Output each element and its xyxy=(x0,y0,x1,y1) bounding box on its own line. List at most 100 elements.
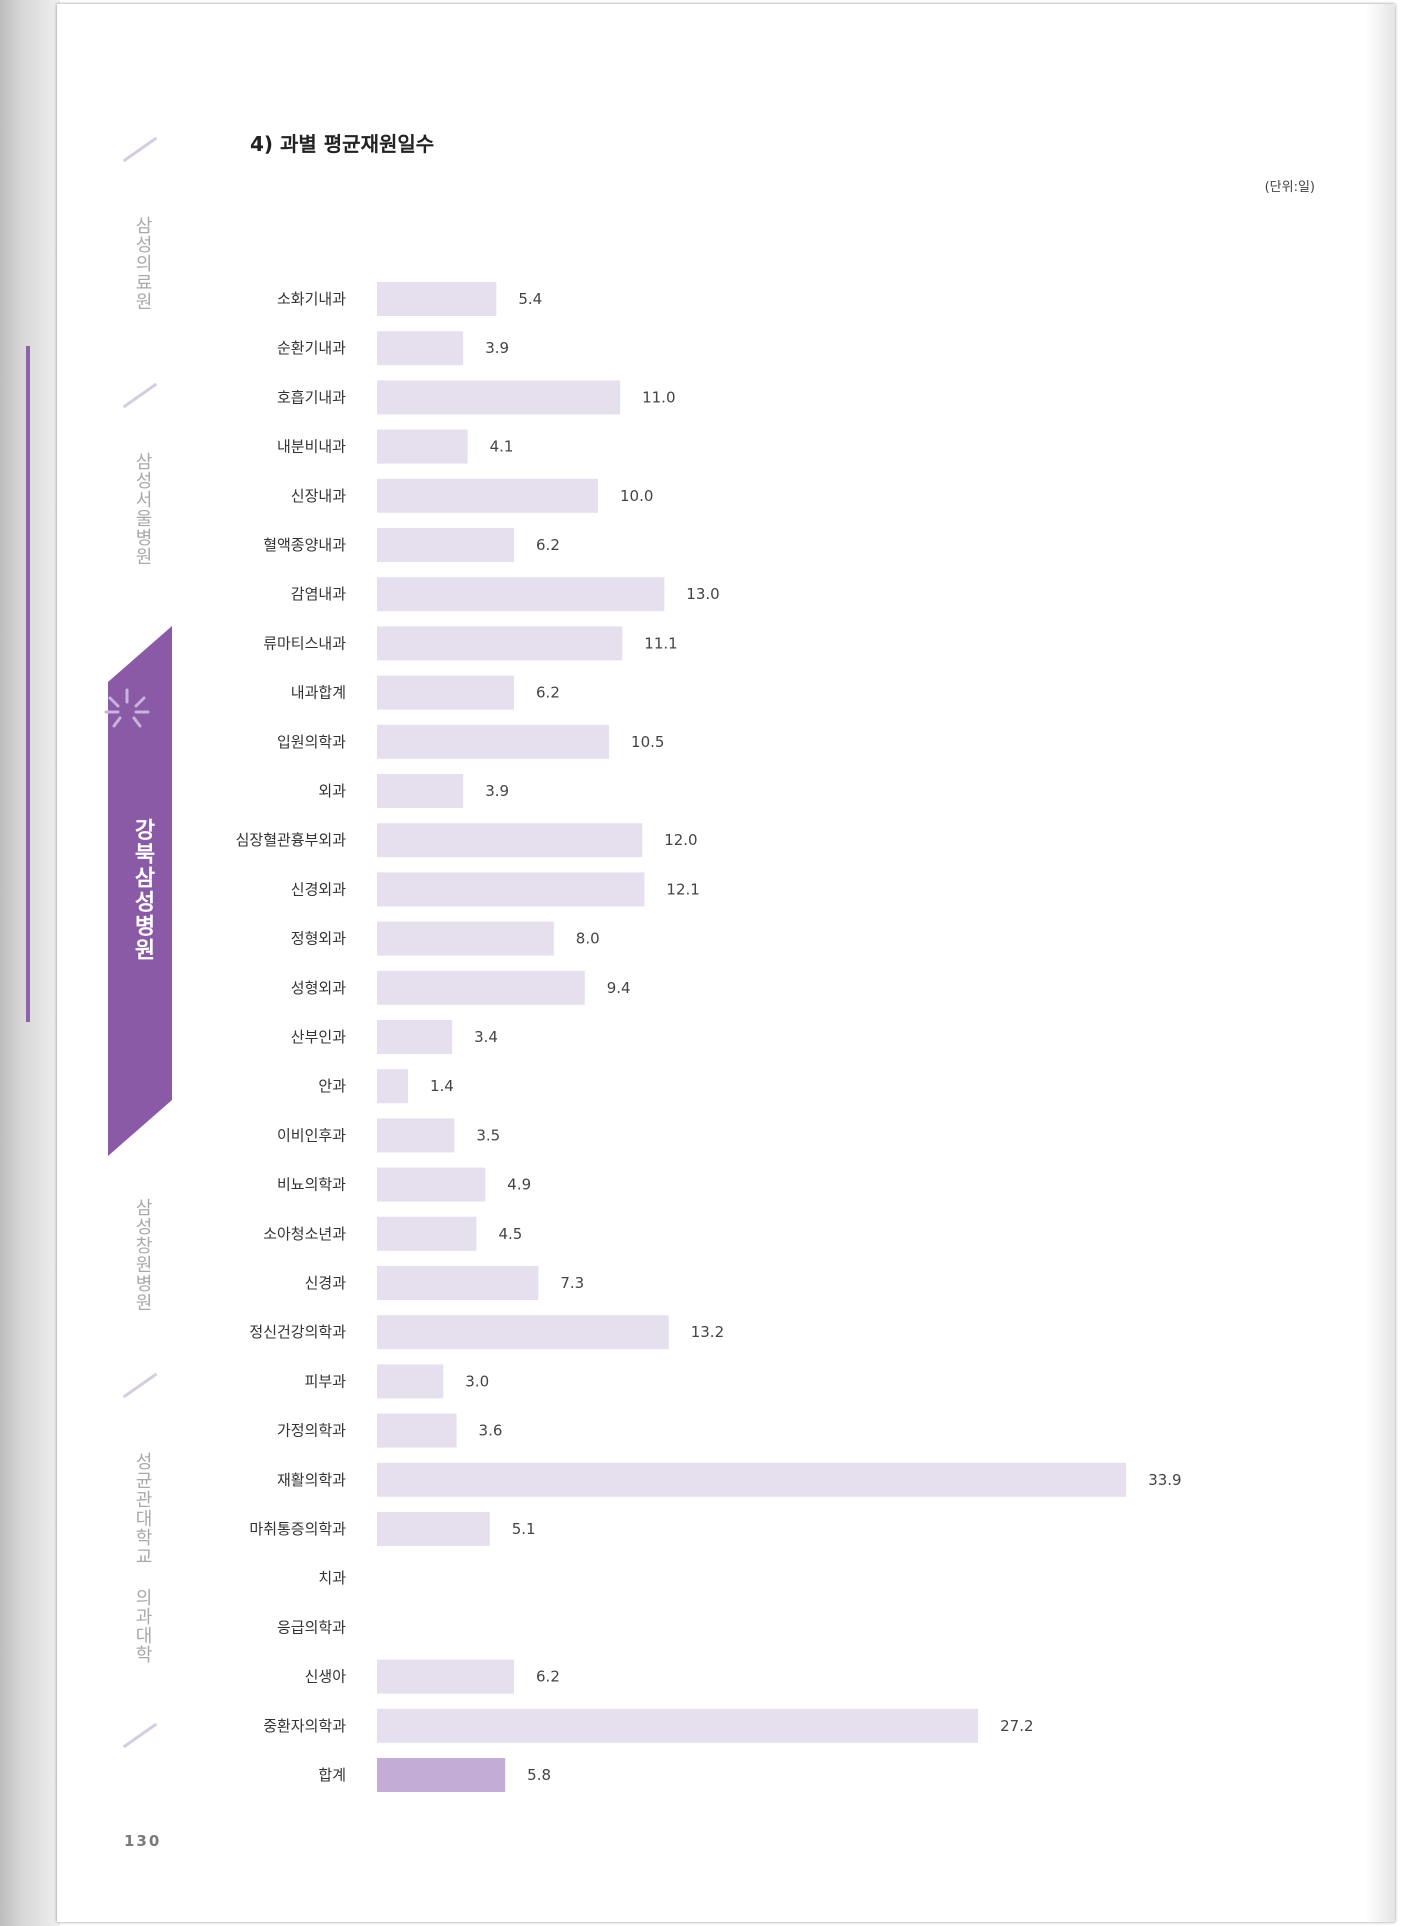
category-label: 신장내과 xyxy=(291,487,346,505)
value-label: 4.1 xyxy=(490,438,514,456)
bar xyxy=(377,1708,979,1743)
value-label: 5.4 xyxy=(518,290,542,308)
value-label: 13.0 xyxy=(686,585,719,603)
category-label: 비뇨의학과 xyxy=(277,1176,346,1194)
category-label: 소아청소년과 xyxy=(263,1225,346,1243)
category-label: 응급의학과 xyxy=(277,1618,346,1636)
category-label: 내과합계 xyxy=(291,684,346,702)
category-label: 중환자의학과 xyxy=(263,1717,346,1735)
category-label: 신경외과 xyxy=(291,880,346,898)
bar xyxy=(377,478,598,513)
bar xyxy=(377,331,464,366)
value-label: 7.3 xyxy=(560,1274,584,1292)
value-label: 10.5 xyxy=(631,733,664,751)
side-accent-line xyxy=(26,346,30,1022)
category-label: 외과 xyxy=(318,782,346,800)
category-label: 신생아 xyxy=(305,1668,347,1686)
book-edge xyxy=(0,0,60,1926)
bar xyxy=(377,1315,669,1350)
bar xyxy=(377,675,515,710)
value-label: 10.0 xyxy=(620,487,653,505)
value-label: 4.9 xyxy=(507,1176,531,1194)
bar xyxy=(377,1462,1127,1497)
category-label: 정형외과 xyxy=(291,930,346,948)
value-label: 8.0 xyxy=(576,930,600,948)
bar xyxy=(377,1413,457,1448)
value-label: 3.4 xyxy=(474,1028,498,1046)
page-number: 130 xyxy=(124,1832,162,1850)
category-label: 정신건강의학과 xyxy=(249,1323,346,1341)
value-label: 3.5 xyxy=(476,1126,500,1144)
category-label: 합계 xyxy=(318,1766,346,1784)
value-label: 3.0 xyxy=(465,1372,489,1390)
value-label: 11.1 xyxy=(644,634,677,652)
value-label: 5.1 xyxy=(512,1520,536,1538)
bar xyxy=(377,1266,539,1300)
value-label: 1.4 xyxy=(430,1077,454,1095)
bar xyxy=(377,1167,486,1202)
value-label: 5.8 xyxy=(527,1766,551,1784)
bar xyxy=(377,970,585,1005)
category-label: 치과 xyxy=(318,1569,346,1587)
sidebar-item-samsung-seoul-hospital[interactable]: 삼성서울병원 xyxy=(132,452,153,566)
category-label: 호흡기내과 xyxy=(277,388,346,406)
sidebar-item-samsung-medical-center[interactable]: 삼성의료원 xyxy=(132,216,153,311)
category-label: 소화기내과 xyxy=(277,290,346,308)
category-label: 재활의학과 xyxy=(277,1471,346,1489)
chart-title: 4) 과별 평균재원일수 xyxy=(250,132,435,156)
category-label: 입원의학과 xyxy=(277,733,346,751)
category-label: 순환기내과 xyxy=(277,339,346,357)
sidebar-active-tab[interactable] xyxy=(108,626,172,1156)
value-label: 12.0 xyxy=(664,831,697,849)
unit-label: (단위:일) xyxy=(1264,180,1315,195)
spark-icon xyxy=(104,688,150,728)
bar xyxy=(377,774,464,808)
bar xyxy=(377,724,610,759)
bar xyxy=(377,1118,455,1153)
value-label: 3.9 xyxy=(485,339,509,357)
bar xyxy=(377,429,468,464)
category-label: 내분비내과 xyxy=(277,438,346,456)
bar xyxy=(377,1069,408,1104)
category-label: 마취통증의학과 xyxy=(249,1520,346,1538)
page-shadow xyxy=(1365,4,1395,1922)
value-label: 6.2 xyxy=(536,684,560,702)
category-label: 혈액종양내과 xyxy=(263,536,346,554)
bar xyxy=(377,823,643,858)
bar xyxy=(377,921,554,956)
bar xyxy=(377,1659,515,1694)
value-label: 33.9 xyxy=(1148,1471,1181,1489)
value-label: 9.4 xyxy=(607,979,631,997)
category-label: 성형외과 xyxy=(291,979,346,997)
value-label: 12.1 xyxy=(666,880,699,898)
value-label: 27.2 xyxy=(1000,1717,1033,1735)
sidebar-item-samsung-changwon-hospital[interactable]: 삼성창원병원 xyxy=(132,1198,153,1312)
category-label: 류마티스내과 xyxy=(263,634,346,652)
value-label: 13.2 xyxy=(691,1323,724,1341)
page xyxy=(57,4,1395,1922)
category-label: 가정의학과 xyxy=(277,1422,346,1440)
category-label: 심장혈관흉부외과 xyxy=(236,831,347,849)
bar xyxy=(377,282,497,316)
category-label: 신경과 xyxy=(305,1274,347,1292)
category-label: 산부인과 xyxy=(291,1028,346,1046)
sidebar-item-skku-medicine[interactable]: 성균관대학교 의과대학 xyxy=(132,1452,153,1664)
total-bar xyxy=(377,1758,506,1792)
category-label: 피부과 xyxy=(305,1372,347,1390)
sidebar-item-kangbuk-samsung-hospital[interactable]: 강북삼성병원 xyxy=(130,818,155,962)
bar xyxy=(377,1512,490,1546)
bar xyxy=(377,1364,444,1399)
category-label: 안과 xyxy=(318,1077,346,1095)
value-label: 6.2 xyxy=(536,1668,560,1686)
bar xyxy=(377,1020,453,1054)
category-label: 감염내과 xyxy=(291,585,346,603)
bar xyxy=(377,872,645,907)
value-label: 4.5 xyxy=(498,1225,522,1243)
category-label: 이비인후과 xyxy=(277,1126,346,1144)
value-label: 3.9 xyxy=(485,782,509,800)
bar xyxy=(377,1216,477,1251)
bar xyxy=(377,380,621,415)
value-label: 11.0 xyxy=(642,388,675,406)
bar xyxy=(377,577,665,612)
